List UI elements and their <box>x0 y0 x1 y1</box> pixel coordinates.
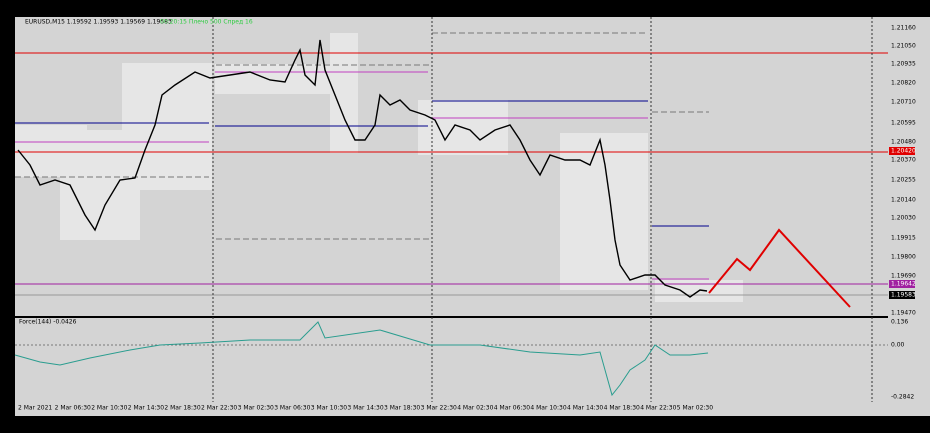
price-label: 1.19690 <box>891 273 916 280</box>
time-label: 5 Mar 02:30 <box>677 405 713 412</box>
price-label: 1.19642 <box>891 281 916 288</box>
time-label: 3 Mar 10:30 <box>311 405 347 412</box>
time-label: 4 Mar 18:30 <box>604 405 640 412</box>
symbol-info: EURUSD,M15 1.19592 1.19593 1.19569 1.195… <box>25 19 172 26</box>
time-label: 4 Mar 06:30 <box>494 405 530 412</box>
zones <box>15 33 743 302</box>
time-label: 2 Mar 22:30 <box>201 405 237 412</box>
separators <box>212 17 873 402</box>
time-label: 4 Mar 10:30 <box>530 405 566 412</box>
time-label: 2 Mar 10:30 <box>91 405 127 412</box>
price-label: 1.19800 <box>891 254 916 261</box>
price-label: 1.20480 <box>891 139 916 146</box>
price-label: 1.19583 <box>891 292 916 299</box>
price-label: 1.20370 <box>891 157 916 164</box>
time-label: 2 Mar 14:30 <box>128 405 164 412</box>
time-label: 4 Mar 22:30 <box>640 405 676 412</box>
time-label: 3 Mar 06:30 <box>274 405 310 412</box>
price-badge <box>889 147 915 155</box>
time-axis <box>15 402 930 416</box>
force-series <box>14 321 709 397</box>
price-badge <box>889 280 915 288</box>
price-label: 1.20820 <box>891 80 916 87</box>
price-label: 1.19915 <box>891 235 916 242</box>
indicator-panel <box>15 318 888 402</box>
time-label: 3 Mar 14:30 <box>347 405 383 412</box>
indicator-label: 0.136 <box>891 319 908 326</box>
time-label: 3 Mar 18:30 <box>384 405 420 412</box>
price-badge <box>889 291 915 299</box>
price-series <box>17 39 708 298</box>
status-info: 00:20:15 Плечо 500 Спред 16 <box>160 19 253 26</box>
price-label: 1.20935 <box>891 61 916 68</box>
time-label: 3 Mar 22:30 <box>421 405 457 412</box>
time-label: 3 Mar 02:30 <box>238 405 274 412</box>
price-label: 1.21050 <box>891 43 916 50</box>
price-label: 1.20420 <box>891 148 916 155</box>
levels <box>15 32 888 296</box>
time-label: 2 Mar 06:30 <box>55 405 91 412</box>
forecast-zigzag <box>708 228 851 308</box>
price-label: 1.20710 <box>891 99 916 106</box>
price-label: 1.21160 <box>891 25 916 32</box>
price-label: 1.19470 <box>891 310 916 317</box>
time-label: 4 Mar 14:30 <box>567 405 603 412</box>
price-axis <box>888 17 930 402</box>
indicator-label: -0.2842 <box>891 394 914 401</box>
price-label: 1.20595 <box>891 120 916 127</box>
indicator-title: Force(144) -0.0426 <box>19 319 77 326</box>
indicator-label: 0.00 <box>891 342 905 349</box>
time-label: 2 Mar 18:30 <box>164 405 200 412</box>
time-label: 2 Mar 2021 <box>18 405 52 412</box>
price-label: 1.20140 <box>891 197 916 204</box>
time-label: 4 Mar 02:30 <box>457 405 493 412</box>
price-label: 1.20030 <box>891 215 916 222</box>
price-label: 1.20255 <box>891 177 916 184</box>
